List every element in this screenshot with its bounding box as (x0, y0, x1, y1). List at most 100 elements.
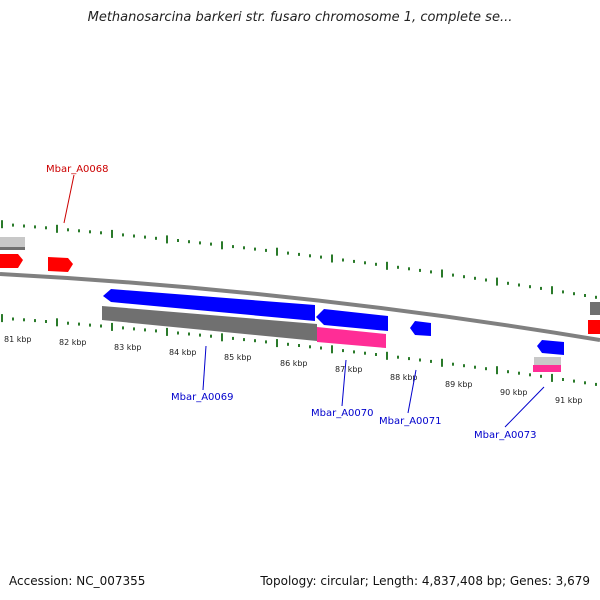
ruler-major-tick (496, 277, 498, 286)
ruler-minor-tick (364, 261, 366, 265)
gene-block-gray-right[interactable] (590, 302, 600, 315)
ruler-major-tick (166, 235, 168, 244)
tick-label-89: 89 kbp (445, 380, 473, 389)
ruler-major-tick (1, 314, 3, 323)
gene-block-gray-large[interactable] (102, 306, 317, 341)
gene-block-red-right[interactable] (588, 320, 600, 334)
ruler-minor-tick (342, 349, 344, 353)
gene-arrow-mbar-a0070[interactable] (316, 309, 388, 331)
ruler-minor-tick (144, 235, 146, 239)
gene-arrow-mbar-a0068[interactable] (48, 257, 73, 272)
ruler-major-tick (331, 345, 333, 354)
gene-arrow-mbar-a0071[interactable] (410, 321, 431, 336)
ruler-minor-tick (518, 371, 520, 375)
ruler-minor-tick (67, 228, 69, 232)
upper-ruler-track (1, 220, 597, 299)
ruler-minor-tick (397, 265, 399, 269)
ruler-minor-tick (199, 333, 201, 337)
ruler-minor-tick (562, 378, 564, 381)
ruler-minor-tick (573, 379, 575, 383)
tick-label-91: 91 kbp (555, 396, 583, 405)
gene-block-light-gray[interactable] (0, 237, 25, 248)
tick-label-85: 85 kbp (224, 353, 252, 362)
leader-line-mbar-a0073 (504, 386, 545, 428)
gene-label-mbar-a0073[interactable]: Mbar_A0073 (474, 430, 537, 441)
ruler-minor-tick (342, 258, 344, 262)
ruler-minor-tick (595, 295, 597, 299)
ruler-minor-tick (463, 364, 465, 368)
gene-label-mbar-a0070[interactable]: Mbar_A0070 (311, 408, 374, 419)
leader-line-mbar-a0068 (63, 174, 75, 224)
ruler-minor-tick (177, 239, 179, 242)
tick-label-86: 86 kbp (280, 359, 308, 368)
ruler-minor-tick (12, 317, 14, 321)
ruler-minor-tick (210, 334, 212, 338)
footer-accession: Accession: NC_007355 (9, 574, 146, 588)
ruler-minor-tick (155, 329, 157, 333)
ruler-minor-tick (177, 331, 179, 335)
ruler-minor-tick (353, 350, 355, 354)
page-title: Methanosarcina barkeri str. fusaro chrom… (87, 10, 513, 25)
ruler-minor-tick (309, 254, 311, 258)
ruler-minor-tick (353, 259, 355, 263)
gene-block-light-gray-small[interactable] (534, 357, 561, 365)
gene-arrow-red-left[interactable] (0, 254, 23, 268)
ruler-minor-tick (243, 338, 245, 342)
ruler-major-tick (386, 351, 388, 360)
ruler-major-tick (111, 322, 113, 331)
ruler-minor-tick (243, 246, 245, 250)
ruler-minor-tick (518, 283, 520, 287)
ruler-minor-tick (320, 346, 322, 350)
leader-line-mbar-a0071 (407, 369, 417, 414)
ruler-minor-tick (265, 340, 267, 344)
ruler-minor-tick (287, 251, 289, 255)
gene-label-mbar-a0071[interactable]: Mbar_A0071 (379, 416, 442, 427)
ruler-minor-tick (452, 273, 454, 277)
gene-label-mbar-a0069[interactable]: Mbar_A0069 (171, 392, 234, 403)
ruler-minor-tick (23, 224, 25, 228)
ruler-minor-tick (100, 231, 102, 235)
ruler-minor-tick (232, 245, 234, 249)
ruler-minor-tick (309, 345, 311, 349)
ruler-minor-tick (188, 332, 190, 336)
ruler-minor-tick (584, 294, 586, 297)
ruler-minor-tick (452, 362, 454, 366)
ruler-minor-tick (232, 336, 234, 340)
ruler-major-tick (276, 247, 278, 256)
gene-block-pink-small[interactable] (533, 365, 561, 372)
tick-label-90: 90 kbp (500, 388, 528, 397)
footer-stats: Topology: circular; Length: 4,837,408 bp… (260, 574, 590, 588)
ruler-minor-tick (419, 358, 421, 362)
ruler-minor-tick (430, 270, 432, 274)
ruler-major-tick (331, 254, 333, 263)
ruler-major-tick (276, 339, 278, 348)
ruler-major-tick (496, 366, 498, 375)
ruler-major-tick (441, 358, 443, 367)
ruler-minor-tick (287, 342, 289, 346)
ruler-minor-tick (133, 327, 135, 331)
ruler-minor-tick (540, 374, 542, 378)
ruler-minor-tick (144, 328, 146, 332)
leader-line-mbar-a0070 (341, 359, 347, 407)
gene-arrow-mbar-a0069[interactable] (103, 289, 315, 321)
gene-block-pink[interactable] (317, 327, 386, 348)
ruler-major-tick (166, 327, 168, 336)
leader-line-mbar-a0069 (202, 345, 207, 391)
ruler-minor-tick (122, 326, 124, 330)
ruler-minor-tick (34, 319, 36, 323)
gene-arrow-mbar-a0073[interactable] (537, 340, 564, 355)
ruler-minor-tick (67, 321, 69, 325)
ruler-labels: 81 kbp 82 kbp 83 kbp 84 kbp 85 kbp 86 kb… (4, 335, 583, 405)
ruler-major-tick (386, 261, 388, 270)
ruler-minor-tick (254, 247, 256, 251)
ruler-major-tick (221, 333, 223, 342)
ruler-major-tick (221, 241, 223, 250)
ruler-major-tick (56, 318, 58, 327)
backbone-line (0, 272, 600, 342)
tick-label-83: 83 kbp (114, 343, 142, 352)
gene-label-mbar-a0068[interactable]: Mbar_A0068 (46, 164, 109, 175)
ruler-minor-tick (463, 275, 465, 279)
ruler-minor-tick (155, 236, 157, 240)
ruler-minor-tick (89, 323, 91, 327)
gene-block-gray-strip[interactable] (0, 247, 25, 250)
